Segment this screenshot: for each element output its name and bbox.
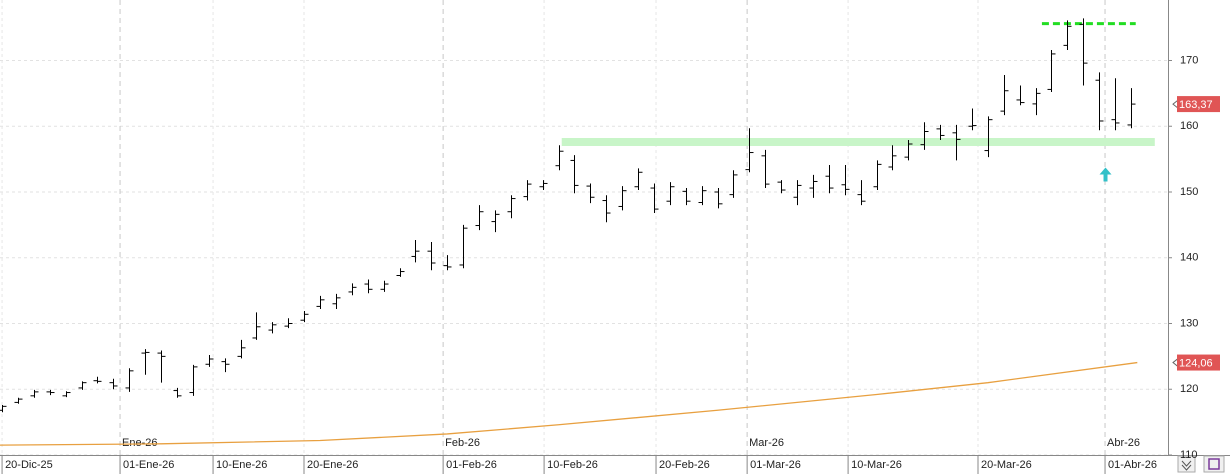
price-tag-pointer [1172, 358, 1179, 367]
month-label: Abr-26 [1107, 437, 1140, 449]
x-tick-label: 20-Dic-25 [5, 459, 53, 471]
month-label: Ene-26 [122, 437, 157, 449]
y-tick-label: 170 [1180, 54, 1198, 66]
scroll-icon [1181, 460, 1192, 471]
y-tick-label: 150 [1180, 186, 1198, 198]
x-tick-label: 01-Mar-26 [750, 459, 801, 471]
y-tick-label: 120 [1180, 383, 1198, 395]
y-tick-label: 140 [1180, 252, 1198, 264]
signal-arrow [1099, 167, 1112, 182]
x-tick-label: 01-Ene-26 [123, 459, 174, 471]
price-tag [1177, 354, 1220, 371]
y-tick-label: 130 [1180, 317, 1198, 329]
x-tick-label: 01-Abr-26 [1108, 459, 1157, 471]
price-tag-label: 124,06 [1179, 357, 1213, 369]
moving-average [0, 361, 1138, 446]
x-tick-label: 10-Feb-26 [547, 459, 598, 471]
month-label: Feb-26 [445, 437, 480, 449]
x-tick-label: 10-Mar-26 [851, 459, 902, 471]
save-icon [1208, 458, 1220, 470]
scroll-button[interactable] [1177, 455, 1196, 473]
month-label: Mar-26 [749, 437, 784, 449]
x-tick-label: 01-Feb-26 [446, 459, 497, 471]
x-tick-label: 20-Ene-26 [307, 459, 358, 471]
x-tick-label: 20-Mar-26 [981, 459, 1032, 471]
x-tick-label: 20-Feb-26 [659, 459, 710, 471]
price-tag [1177, 96, 1220, 113]
x-tick-label: 10-Ene-26 [216, 459, 267, 471]
plot-area: Ene-26 Feb-26 Mar-26 Abr-26 [0, 0, 1168, 455]
y-tick-label: 160 [1180, 120, 1198, 132]
price-tag-pointer [1172, 99, 1179, 109]
y-tick-label: 110 [1180, 449, 1198, 461]
price-tag-label: 163,37 [1179, 99, 1213, 111]
